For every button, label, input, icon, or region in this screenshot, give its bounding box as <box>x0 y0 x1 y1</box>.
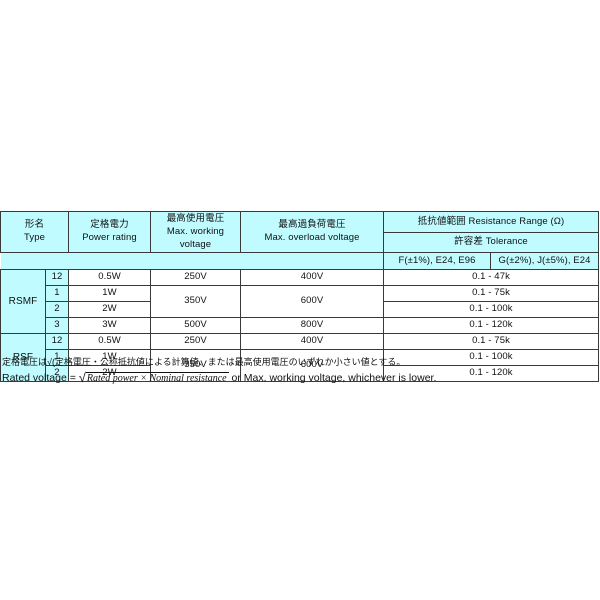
header-tolerance-g: G(±2%), J(±5%), E24 <box>490 252 599 271</box>
table-row: 2 2W 0.1 - 100k <box>1 301 599 319</box>
cell-type-name: RSMF <box>0 269 46 335</box>
table-row: 1 1W 350V 600V 0.1 - 100k <box>1 349 599 383</box>
table-row: 2 2W 0.1 - 120k <box>1 365 599 383</box>
header-tolerance: 許容差 Tolerance <box>383 232 599 254</box>
footnote-suffix: or Max. working voltage, whichever is lo… <box>231 372 437 385</box>
cell-resistance-range: 0.1 - 75k <box>383 285 599 303</box>
cell-type-number: 12 <box>45 333 69 351</box>
header-row-primary: 形名 Type 定格電力 Power rating 最高使用電圧 Max. wo… <box>0 210 599 254</box>
footnote-formula: Rated power × Nominal resistance <box>85 372 229 385</box>
table-head: 形名 Type 定格電力 Power rating 最高使用電圧 Max. wo… <box>0 210 599 271</box>
cell-power-rating: 2W <box>68 301 151 319</box>
header-type-jp: 形名 <box>24 219 45 231</box>
cell-power-rating: 2W <box>68 365 151 383</box>
header-tolerance-spacer <box>0 252 384 271</box>
cell-power-rating: 0.5W <box>68 333 151 351</box>
header-max-overload-voltage: 最高過負荷電圧 Max. overload voltage <box>240 210 384 254</box>
cell-resistance-range: 0.1 - 120k <box>383 365 599 383</box>
table-row: RSMF 12 0.5W 250V 400V 0.1 - 47k <box>0 269 599 335</box>
cell-power-rating: 3W <box>68 317 151 335</box>
radical-icon: √ <box>78 370 86 386</box>
cell-type-number: 2 <box>45 365 69 383</box>
cell-working-voltage: 500V <box>150 317 241 335</box>
resistor-specification-table: 形名 Type 定格電力 Power rating 最高使用電圧 Max. wo… <box>0 210 599 383</box>
cell-overload-voltage: 600V <box>240 285 384 319</box>
cell-working-voltage: 250V <box>150 333 241 351</box>
header-tolerance-f: F(±1%), E24, E96 <box>383 252 491 271</box>
cell-resistance-range: 0.1 - 120k <box>383 317 599 335</box>
footnote-japanese: 定格電圧は√(定格電圧・公称抵抗値による計算値、または最高使用電圧のいずれか小さ… <box>2 357 406 367</box>
header-power-jp: 定格電力 <box>90 219 129 231</box>
header-row-tolerance-title: 許容差 Tolerance <box>1 232 599 254</box>
cell-resistance-range: 0.1 - 47k <box>383 269 599 287</box>
cell-overload-voltage: 800V <box>240 317 384 335</box>
header-working-jp: 最高使用電圧 <box>166 213 225 224</box>
cell-working-voltage: 350V <box>150 349 241 383</box>
cell-working-voltage: 350V <box>150 285 241 319</box>
cell-resistance-range: 0.1 - 100k <box>383 349 599 367</box>
cell-resistance-range: 0.1 - 75k <box>383 333 599 351</box>
header-power-en: Power rating <box>82 232 137 244</box>
header-type: 形名 Type <box>0 210 69 254</box>
table-row: 3 3W 500V 800V 0.1 - 120k <box>1 317 599 335</box>
header-working-en: Max. working voltage <box>166 225 225 250</box>
footnotes: 定格電圧は√(定格電圧・公称抵抗値による計算値、または最高使用電圧のいずれか小さ… <box>2 356 598 387</box>
cell-power-rating: 1W <box>68 285 151 303</box>
cell-working-voltage: 250V <box>150 269 241 287</box>
cell-resistance-range: 0.1 - 100k <box>383 301 599 319</box>
footnote-prefix: Rated voltage = <box>2 372 79 385</box>
cell-type-number: 12 <box>45 269 69 287</box>
specification-table-container: 形名 Type 定格電力 Power rating 最高使用電圧 Max. wo… <box>0 210 599 383</box>
table-body: RSMF 12 0.5W 250V 400V 0.1 - 47k 1 1W 35… <box>0 269 599 383</box>
header-resistance-range: 抵抗値範囲 Resistance Range (Ω) <box>383 210 599 234</box>
header-overload-en: Max. overload voltage <box>264 232 360 244</box>
header-power-rating: 定格電力 Power rating <box>68 210 151 254</box>
cell-overload-voltage: 400V <box>240 269 384 287</box>
header-row-tolerance-cols: F(±1%), E24, E96 G(±2%), J(±5%), E24 <box>0 252 599 271</box>
cell-type-number: 2 <box>45 301 69 319</box>
header-type-en: Type <box>24 232 45 244</box>
cell-type-number: 1 <box>45 349 69 367</box>
table-row: 1 1W 350V 600V 0.1 - 75k <box>1 285 599 319</box>
cell-type-number: 3 <box>45 317 69 335</box>
cell-power-rating: 0.5W <box>68 269 151 287</box>
header-max-working-voltage: 最高使用電圧 Max. working voltage <box>150 210 241 254</box>
cell-type-number: 1 <box>45 285 69 303</box>
header-overload-jp: 最高過負荷電圧 <box>278 219 346 231</box>
table-row: RSF 12 0.5W 250V 400V 0.1 - 75k <box>0 333 599 383</box>
footnote-english: Rated voltage = √Rated power × Nominal r… <box>2 369 598 387</box>
cell-overload-voltage: 400V <box>240 333 384 351</box>
